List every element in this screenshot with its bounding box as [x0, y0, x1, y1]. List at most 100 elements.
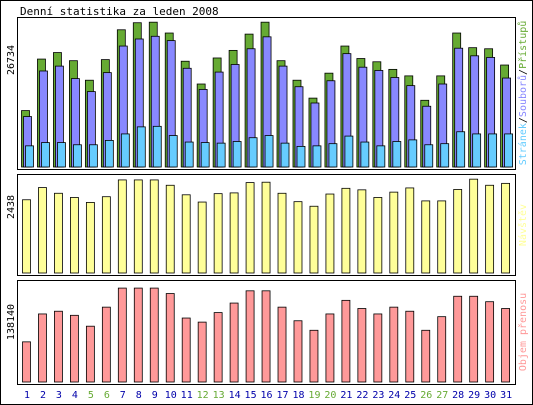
x-label-day-28: 28 — [452, 390, 464, 401]
x-label-day-9: 9 — [152, 390, 158, 401]
bar-visits-day-28 — [453, 189, 463, 274]
bar-pages-day-26 — [424, 144, 434, 168]
bar-kbytes-day-25 — [405, 310, 415, 383]
bar-pages-day-8 — [136, 126, 146, 168]
bar-pages-day-14 — [232, 141, 242, 168]
bar-visits-day-16 — [261, 181, 271, 274]
bar-kbytes-day-20 — [325, 313, 335, 383]
bar-kbytes-day-15 — [245, 290, 255, 383]
bar-visits-day-26 — [421, 200, 431, 274]
bar-kbytes-day-10 — [165, 293, 175, 383]
bar-kbytes-day-3 — [54, 310, 63, 383]
x-label-day-23: 23 — [372, 390, 384, 401]
x-label-day-4: 4 — [72, 390, 78, 401]
x-label-day-1: 1 — [24, 390, 30, 401]
bar-pages-day-19 — [312, 145, 322, 168]
bar-visits-day-30 — [485, 184, 495, 274]
bar-kbytes-day-31 — [501, 308, 511, 383]
bar-visits-day-22 — [357, 189, 367, 274]
bar-kbytes-day-9 — [149, 287, 159, 383]
bar-kbytes-day-21 — [341, 299, 351, 383]
x-label-day-14: 14 — [229, 390, 241, 401]
bar-pages-day-2 — [41, 142, 50, 168]
bar-visits-day-9 — [149, 179, 159, 274]
legend-kbytes: Objem přenosu — [517, 293, 529, 371]
bar-visits-day-23 — [373, 197, 383, 274]
x-label-day-22: 22 — [356, 390, 368, 401]
bar-visits-day-11 — [181, 194, 191, 274]
legend-part-0-0: Stránek — [517, 123, 529, 165]
bar-pages-day-10 — [168, 135, 178, 168]
bar-pages-day-16 — [264, 135, 274, 168]
bar-pages-day-15 — [248, 137, 258, 168]
bar-kbytes-day-2 — [38, 313, 47, 383]
x-label-day-5: 5 — [88, 390, 94, 401]
x-label-day-30: 30 — [484, 390, 496, 401]
bar-pages-day-13 — [216, 142, 226, 168]
x-label-day-2: 2 — [40, 390, 46, 401]
bar-visits-day-13 — [213, 193, 223, 274]
bar-pages-day-4 — [73, 144, 82, 168]
bar-visits-day-27 — [437, 200, 447, 274]
x-label-day-29: 29 — [468, 390, 480, 401]
bar-visits-day-1 — [22, 199, 31, 274]
bar-kbytes-day-12 — [197, 321, 207, 383]
bar-pages-day-7 — [120, 133, 130, 168]
x-label-day-13: 13 — [213, 390, 225, 401]
bar-kbytes-day-23 — [373, 313, 383, 383]
bar-visits-day-20 — [325, 193, 335, 274]
chart-title: Denní statistika za leden 2008 — [20, 5, 219, 18]
bar-pages-day-27 — [440, 143, 450, 168]
x-label-day-31: 31 — [500, 390, 512, 401]
bar-kbytes-day-5 — [85, 325, 95, 383]
x-label-day-27: 27 — [436, 390, 448, 401]
bar-pages-day-23 — [376, 145, 386, 168]
bar-pages-day-24 — [392, 141, 402, 168]
legend-part-1-0: Návštěv — [517, 204, 529, 246]
bar-kbytes-day-28 — [453, 295, 463, 383]
bar-kbytes-day-7 — [117, 287, 127, 383]
x-label-day-7: 7 — [120, 390, 126, 401]
bar-visits-day-3 — [54, 192, 63, 274]
bar-pages-day-31 — [504, 133, 514, 168]
bar-kbytes-day-19 — [309, 329, 319, 383]
bar-visits-day-10 — [165, 184, 175, 274]
bar-kbytes-day-24 — [389, 306, 399, 383]
x-label-day-10: 10 — [165, 390, 177, 401]
bar-pages-day-18 — [296, 145, 306, 168]
bar-pages-day-20 — [328, 143, 338, 168]
bars-visits — [22, 178, 511, 274]
bars-kbytes — [22, 287, 511, 383]
bar-visits-day-6 — [101, 196, 111, 274]
bar-visits-day-29 — [469, 178, 479, 274]
bar-pages-day-30 — [488, 133, 498, 168]
bar-visits-day-21 — [341, 187, 351, 274]
bar-visits-day-2 — [38, 187, 47, 274]
bar-pages-day-25 — [408, 139, 418, 168]
bar-visits-day-12 — [197, 201, 207, 274]
x-label-day-15: 15 — [245, 390, 257, 401]
bar-pages-day-22 — [360, 141, 370, 168]
bar-pages-day-11 — [184, 141, 194, 168]
bars-hits-files-pages — [21, 21, 514, 168]
x-label-day-19: 19 — [308, 390, 320, 401]
bar-pages-day-5 — [88, 144, 98, 168]
x-label-day-18: 18 — [292, 390, 304, 401]
bar-visits-day-8 — [133, 179, 143, 274]
bar-visits-day-17 — [277, 192, 287, 274]
bar-kbytes-day-11 — [181, 317, 191, 383]
bar-visits-day-18 — [293, 201, 303, 274]
ymax-label-kbytes: 138140 — [6, 304, 17, 340]
x-label-day-17: 17 — [276, 390, 288, 401]
ymax-label-hits: 26734 — [6, 45, 17, 75]
legend-part-0-4: Přístupů — [517, 21, 529, 69]
bar-kbytes-day-14 — [229, 302, 239, 383]
bar-kbytes-day-18 — [293, 320, 303, 383]
x-label-day-26: 26 — [420, 390, 432, 401]
bar-pages-day-29 — [472, 133, 482, 168]
bar-kbytes-day-27 — [437, 316, 447, 383]
x-label-day-16: 16 — [261, 390, 273, 401]
bar-visits-day-15 — [245, 182, 255, 274]
bar-kbytes-day-13 — [213, 312, 223, 383]
